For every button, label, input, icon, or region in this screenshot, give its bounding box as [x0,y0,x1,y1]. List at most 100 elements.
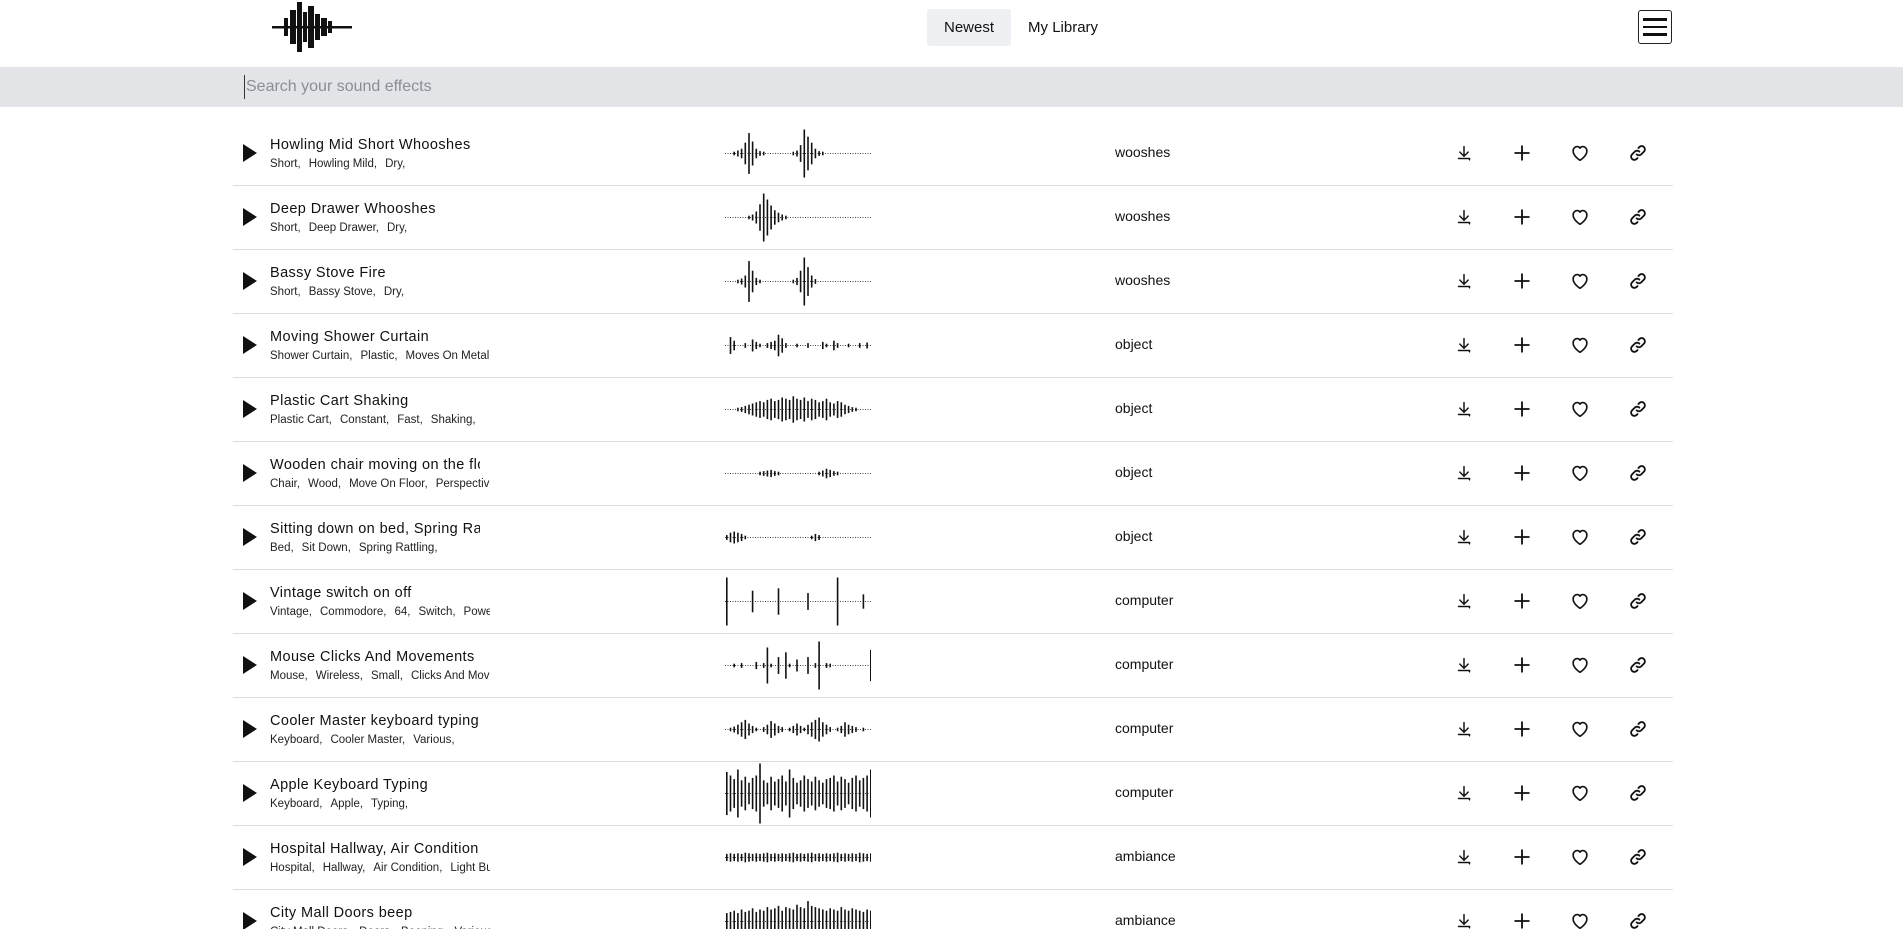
favorite-heart-icon[interactable] [1569,910,1591,929]
sound-tag[interactable]: Cooler Master, [330,734,406,746]
play-icon[interactable] [243,720,257,738]
sound-tag[interactable]: Move On Floor, [349,478,428,490]
sound-tag[interactable]: Mouse, [270,670,308,682]
soundwave-logo[interactable] [270,2,354,52]
waveform[interactable] [725,570,871,633]
sound-title[interactable]: Hospital Hallway, Air Condition, Light B… [270,841,480,857]
play-icon[interactable] [243,272,257,290]
sound-tag[interactable]: 64, [394,606,411,618]
download-icon[interactable] [1453,206,1475,228]
favorite-heart-icon[interactable] [1569,782,1591,804]
sound-tag[interactable]: Howling Mild, [308,158,378,170]
sound-title[interactable]: Vintage switch on off [270,585,412,601]
sound-tag[interactable]: Chair, [270,478,301,490]
sound-title[interactable]: Mouse Clicks And Movements [270,649,475,665]
add-to-library-icon[interactable] [1511,718,1533,740]
add-to-library-icon[interactable] [1511,334,1533,356]
add-to-library-icon[interactable] [1511,654,1533,676]
sound-category[interactable]: object [1115,528,1153,544]
waveform[interactable] [725,762,871,825]
sound-tag[interactable]: Perspective, [435,478,490,490]
sound-tag[interactable]: Keyboard, [270,734,323,746]
waveform[interactable] [725,634,871,697]
sound-tag[interactable]: Beeping, [401,926,446,929]
sound-title[interactable]: Plastic Cart Shaking [270,393,409,409]
add-to-library-icon[interactable] [1511,398,1533,420]
search-input[interactable] [244,75,1644,99]
sound-tag[interactable]: Hallway, [322,862,366,874]
copy-link-icon[interactable] [1627,142,1649,164]
sound-tag[interactable]: Dry, [385,158,406,170]
sound-tag[interactable]: Bed, [270,542,294,554]
sound-category[interactable]: object [1115,336,1153,352]
sound-tag[interactable]: Short, [270,222,301,234]
copy-link-icon[interactable] [1627,334,1649,356]
copy-link-icon[interactable] [1627,718,1649,740]
sound-tag[interactable]: Deep Drawer, [308,222,379,234]
sound-tag[interactable]: Dry, [387,222,408,234]
sound-category[interactable]: object [1115,464,1153,480]
sound-category[interactable]: computer [1115,656,1174,672]
waveform[interactable] [725,890,871,929]
copy-link-icon[interactable] [1627,654,1649,676]
favorite-heart-icon[interactable] [1569,718,1591,740]
sound-tag[interactable]: Air Condition, [373,862,443,874]
download-icon[interactable] [1453,590,1475,612]
add-to-library-icon[interactable] [1511,270,1533,292]
sound-category[interactable]: computer [1115,592,1174,608]
play-icon[interactable] [243,464,257,482]
copy-link-icon[interactable] [1627,398,1649,420]
add-to-library-icon[interactable] [1511,206,1533,228]
favorite-heart-icon[interactable] [1569,206,1591,228]
sound-title[interactable]: Cooler Master keyboard typing [270,713,480,729]
copy-link-icon[interactable] [1627,782,1649,804]
add-to-library-icon[interactable] [1511,590,1533,612]
sound-tag[interactable]: Small, [371,670,403,682]
sound-tag[interactable]: Light Buzz, [450,862,490,874]
play-icon[interactable] [243,592,257,610]
copy-link-icon[interactable] [1627,462,1649,484]
sound-title[interactable]: Moving Shower Curtain [270,329,430,345]
favorite-heart-icon[interactable] [1569,846,1591,868]
sound-tag[interactable]: Moves On Metal Rod, [405,350,490,362]
sound-tag[interactable]: Various, [454,926,490,929]
sound-tag[interactable]: Shower Curtain, [270,350,353,362]
favorite-heart-icon[interactable] [1569,398,1591,420]
favorite-heart-icon[interactable] [1569,526,1591,548]
copy-link-icon[interactable] [1627,526,1649,548]
sound-category[interactable]: wooshes [1115,272,1171,288]
sound-tag[interactable]: Clicks And Movements, [410,670,490,682]
download-icon[interactable] [1453,654,1475,676]
waveform[interactable] [725,826,871,889]
sound-tag[interactable]: Hospital, [270,862,315,874]
add-to-library-icon[interactable] [1511,910,1533,929]
waveform[interactable] [725,442,871,505]
waveform[interactable] [725,186,871,249]
favorite-heart-icon[interactable] [1569,654,1591,676]
sound-title[interactable]: Bassy Stove Fire [270,265,386,281]
download-icon[interactable] [1453,782,1475,804]
favorite-heart-icon[interactable] [1569,590,1591,612]
sound-category[interactable]: object [1115,400,1153,416]
sound-tag[interactable]: Bassy Stove, [308,286,376,298]
play-icon[interactable] [243,400,257,418]
download-icon[interactable] [1453,462,1475,484]
sound-tag[interactable]: Various, [413,734,455,746]
favorite-heart-icon[interactable] [1569,462,1591,484]
tab-newest[interactable]: Newest [927,9,1012,46]
add-to-library-icon[interactable] [1511,782,1533,804]
sound-tag[interactable]: Plastic Cart, [270,414,332,426]
sound-tag[interactable]: Doors, [359,926,393,929]
sound-tag[interactable]: Plastic, [360,350,398,362]
sound-tag[interactable]: Shaking, [430,414,476,426]
sound-tag[interactable]: Keyboard, [270,798,323,810]
download-icon[interactable] [1453,526,1475,548]
waveform[interactable] [725,698,871,761]
sound-tag[interactable]: Wood, [308,478,342,490]
waveform[interactable] [725,250,871,313]
sound-tag[interactable]: Power, [463,606,490,618]
waveform[interactable] [725,378,871,441]
sound-tag[interactable]: Spring Rattling, [358,542,438,554]
favorite-heart-icon[interactable] [1569,334,1591,356]
sound-title[interactable]: City Mall Doors beep [270,905,413,921]
